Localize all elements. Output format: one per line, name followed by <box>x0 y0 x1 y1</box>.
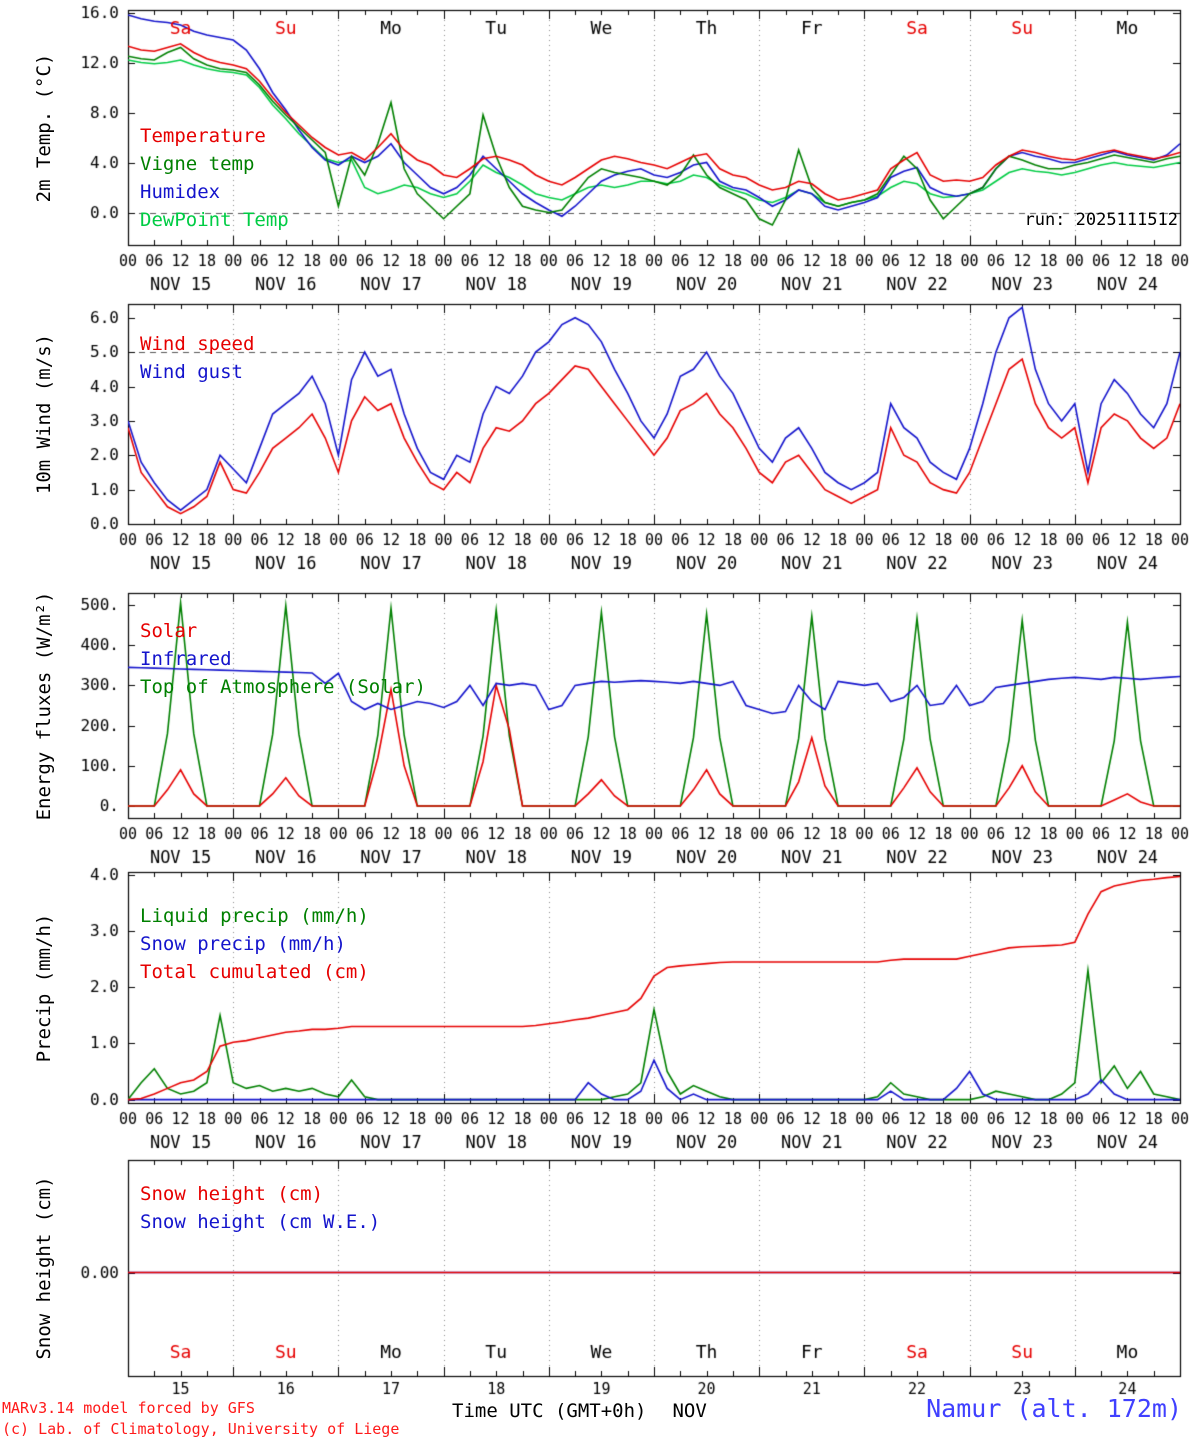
legend-item-liquid-precip: Liquid precip (mm/h) <box>140 905 369 927</box>
month-label: NOV <box>672 1400 707 1422</box>
run-label: run: 2025111512 <box>1024 210 1178 230</box>
temp-legend: Temperature Vigne temp Humidex DewPoint … <box>140 122 289 234</box>
y-axis-label-snow: Snow height (cm) <box>33 1176 55 1360</box>
snow-legend: Snow height (cm) Snow height (cm W.E.) <box>140 1180 380 1236</box>
wind-legend: Wind speed Wind gust <box>140 330 254 386</box>
legend-item-temperature: Temperature <box>140 125 266 147</box>
legend-item-wind-speed: Wind speed <box>140 333 255 355</box>
precip-legend: Liquid precip (mm/h) Snow precip (mm/h) … <box>140 902 369 986</box>
legend-item-wind-gust: Wind gust <box>140 361 243 383</box>
model-credit: MARv3.14 model forced by GFS (c) Lab. of… <box>2 1398 399 1440</box>
legend-item-dewpoint: DewPoint Temp <box>140 209 289 231</box>
y-axis-label-precip: Precip (mm/h) <box>33 913 55 1063</box>
legend-item-humidex: Humidex <box>140 181 221 203</box>
model-credit-line1: MARv3.14 model forced by GFS <box>2 1399 255 1417</box>
legend-item-solar: Solar <box>140 620 198 642</box>
legend-item-snow-precip: Snow precip (mm/h) <box>140 933 346 955</box>
legend-item-toa: Top of Atmosphere (Solar) <box>140 676 426 698</box>
legend-item-infrared: Infrared <box>140 648 232 670</box>
legend-item-snow-height: Snow height (cm) <box>140 1183 324 1205</box>
x-axis-title-text: Time UTC (GMT+0h) <box>452 1400 647 1422</box>
model-credit-line2: (c) Lab. of Climatology, University of L… <box>2 1420 400 1438</box>
station-label: Namur (alt. 172m) <box>926 1394 1182 1423</box>
y-axis-label-wind: 10m Wind (m/s) <box>33 333 55 495</box>
legend-item-snow-height-we: Snow height (cm W.E.) <box>140 1211 381 1233</box>
y-axis-label-energy: Energy fluxes (W/m²) <box>33 591 55 821</box>
legend-item-total-cumulated: Total cumulated (cm) <box>140 961 369 983</box>
y-axis-label-temp: 2m Temp. (°C) <box>33 53 55 203</box>
legend-item-vigne-temp: Vigne temp <box>140 153 255 175</box>
x-axis-title: Time UTC (GMT+0h) NOV <box>452 1400 707 1422</box>
energy-legend: Solar Infrared Top of Atmosphere (Solar) <box>140 617 426 701</box>
